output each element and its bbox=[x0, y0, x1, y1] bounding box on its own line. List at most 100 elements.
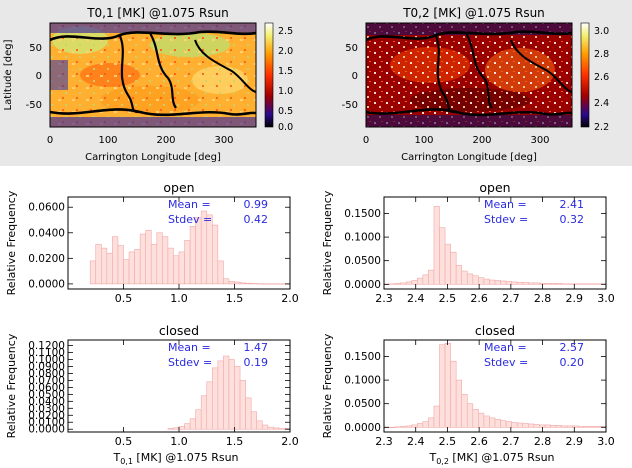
histogram-bar bbox=[450, 251, 457, 285]
histogram-bar bbox=[167, 247, 174, 285]
x-tick-label: 3.0 bbox=[597, 435, 615, 448]
histogram-bar bbox=[173, 427, 180, 430]
y-tick-label: 0.0700 bbox=[28, 375, 65, 387]
x-tick-label: 2.6 bbox=[470, 292, 488, 305]
stdev-label: Stdev = bbox=[168, 356, 212, 369]
histogram-bar bbox=[189, 226, 196, 285]
histogram-bar bbox=[527, 282, 535, 285]
mean-label: Mean = bbox=[484, 198, 527, 211]
x-tick-label: 1.0 bbox=[170, 292, 188, 305]
colorbar-tick: 0.0 bbox=[278, 122, 293, 133]
plot-frame bbox=[383, 196, 607, 290]
x-tick-label: 1.0 bbox=[170, 435, 188, 448]
histogram-bar bbox=[173, 255, 180, 285]
histogram-bar bbox=[128, 251, 135, 285]
histogram-bar bbox=[455, 379, 462, 428]
histogram-bar bbox=[450, 360, 457, 428]
histogram-bar bbox=[416, 277, 424, 285]
histogram-bar bbox=[234, 281, 241, 285]
mean-value: 1.47 bbox=[244, 341, 269, 354]
x-tick-label: 2.8 bbox=[534, 292, 552, 305]
colorbar bbox=[580, 22, 590, 128]
histogram-bar bbox=[95, 243, 102, 285]
histogram-title: open bbox=[479, 180, 510, 195]
histogram-bar bbox=[217, 260, 224, 285]
x-tick-label: 1.5 bbox=[226, 435, 244, 448]
histogram-bar bbox=[472, 409, 479, 428]
histogram-bar bbox=[228, 359, 235, 430]
histogram-bar bbox=[228, 281, 235, 285]
map-xtick: 0 bbox=[363, 135, 369, 146]
mean-label: Mean = bbox=[484, 341, 527, 354]
histogram-bar bbox=[217, 360, 224, 430]
histogram-bar bbox=[117, 245, 124, 285]
map-ytick: 50 bbox=[345, 43, 358, 54]
stdev-value: 0.32 bbox=[560, 213, 585, 226]
y-tick-label: 0.0300 bbox=[28, 403, 65, 415]
map-xlabel: Carrington Longitude [deg] bbox=[401, 152, 537, 163]
y-tick-label: 0.0200 bbox=[28, 253, 65, 265]
histogram-bar bbox=[566, 425, 574, 428]
y-tick-label: 0.0000 bbox=[344, 422, 381, 434]
histogram-bar bbox=[212, 224, 219, 285]
histogram-bar bbox=[466, 403, 474, 428]
histogram-bar bbox=[461, 270, 468, 285]
x-tick-label: 2.3 bbox=[375, 292, 393, 305]
histogram-bar bbox=[239, 380, 246, 430]
histogram-bar bbox=[461, 393, 468, 428]
stdev-label: Stdev = bbox=[484, 213, 528, 226]
histogram-closed-t01: 0.00000.01000.02000.03000.04000.05000.06… bbox=[5, 323, 299, 466]
x-tick-label: 0.5 bbox=[115, 435, 133, 448]
histogram-bar bbox=[522, 282, 529, 285]
y-tick-label: 0.0200 bbox=[28, 410, 65, 422]
temperature-map-t01: T0,1 [MK] @1.075 Rsun Latitude [deg] 50 … bbox=[3, 6, 293, 163]
histogram-bar bbox=[489, 279, 496, 285]
x-tick-label: 2.7 bbox=[502, 292, 520, 305]
histogram-bar bbox=[200, 395, 208, 430]
histogram-bar bbox=[533, 282, 540, 285]
y-tick-label: 0.1000 bbox=[344, 232, 381, 244]
histogram-bar bbox=[433, 405, 440, 428]
colorbar-tick: 2.4 bbox=[594, 98, 609, 109]
y-tick-label: 0.0600 bbox=[28, 382, 65, 394]
histogram-bar bbox=[522, 423, 529, 428]
mean-value: 2.41 bbox=[560, 198, 585, 211]
histogram-bar bbox=[134, 249, 141, 285]
x-tick-label: 2.9 bbox=[566, 435, 584, 448]
histogram-bar bbox=[589, 426, 596, 428]
histogram-bar bbox=[544, 424, 551, 428]
histogram-bar bbox=[555, 425, 562, 428]
histogram-closed-t02: 0.0000 0.0500 0.1000 0.1500 2.3 2.4 2.5 2.6 2.7 2… bbox=[321, 323, 615, 466]
stdev-value: 0.20 bbox=[560, 356, 585, 369]
histogram-open-t02: 0.0000 0.0500 0.1000 0.1500 2.3 2.4 2.5 2.6 2.7 2… bbox=[321, 180, 615, 305]
histogram-bar bbox=[184, 240, 191, 285]
histogram-bar bbox=[245, 397, 252, 430]
histogram-bar bbox=[550, 283, 557, 285]
y-tick-label: 0.1000 bbox=[344, 375, 381, 387]
histogram-bar bbox=[500, 420, 507, 428]
histogram-bar bbox=[145, 229, 152, 285]
y-tick-label: 0.1500 bbox=[344, 351, 381, 363]
x-tick-label: 0.5 bbox=[115, 292, 133, 305]
histogram-bar bbox=[439, 227, 446, 285]
histogram-bar bbox=[478, 412, 485, 428]
y-tick-label: 0.0500 bbox=[344, 398, 381, 410]
histogram-bar bbox=[433, 206, 440, 285]
map-ytick: -50 bbox=[26, 100, 42, 111]
map-xtick: 100 bbox=[98, 135, 117, 146]
y-tick-label: 0.0500 bbox=[28, 389, 65, 401]
colorbar-tick: 2.8 bbox=[594, 49, 609, 60]
y-axis-label: Relative Frequency bbox=[321, 190, 334, 295]
histogram-bar bbox=[478, 277, 485, 285]
histogram-bar bbox=[394, 283, 401, 285]
colorbar-tick: 1.0 bbox=[278, 86, 293, 97]
colorbar-tick: 0.5 bbox=[278, 106, 293, 117]
colorbar-tick: 2.0 bbox=[278, 46, 293, 57]
temperature-map-t02: T0,2 [MK] @1.075 Rsun 50 0 -50 0 100 200… bbox=[342, 6, 609, 163]
histogram-bar bbox=[178, 251, 185, 285]
x-axis-label: T0,1 [MK] @1.075 Rsun bbox=[112, 451, 238, 466]
map-ytick: 0 bbox=[36, 71, 42, 82]
histogram-bar bbox=[511, 281, 518, 285]
histogram-bar bbox=[184, 423, 191, 430]
y-tick-label: 0.0000 bbox=[28, 424, 65, 436]
